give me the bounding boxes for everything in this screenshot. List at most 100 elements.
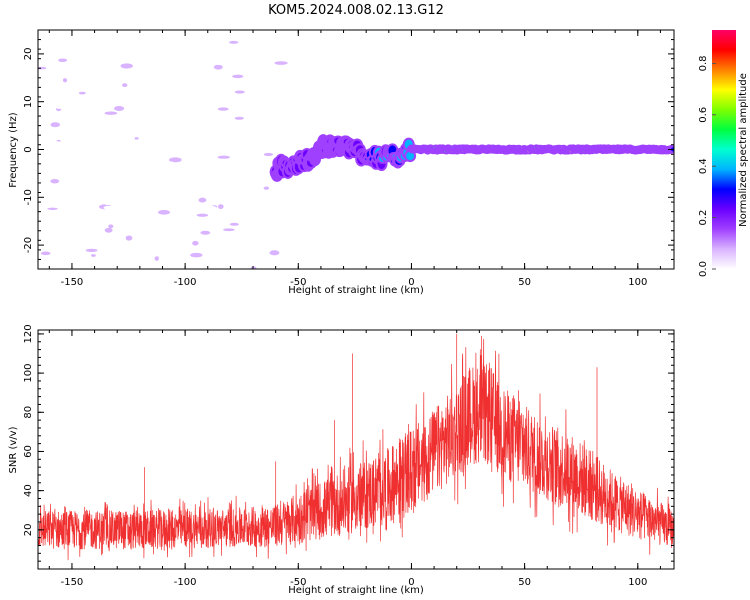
noise-blob — [537, 192, 548, 196]
noise-blob — [108, 224, 114, 229]
noise-blob — [108, 193, 114, 198]
noise-blob — [200, 148, 211, 151]
noise-blob — [268, 193, 277, 200]
noise-blob — [119, 121, 127, 125]
noise-blob — [78, 229, 91, 233]
noise-blob — [84, 256, 90, 261]
colorbar-strip — [712, 30, 736, 269]
noise-blob — [205, 192, 214, 197]
noise-blob — [190, 252, 203, 258]
noise-blob — [59, 84, 74, 90]
noise-blob — [140, 52, 154, 57]
noise-blob — [164, 79, 178, 83]
noise-blob — [652, 37, 658, 41]
noise-blob — [109, 237, 121, 242]
noise-blob — [132, 246, 140, 251]
noise-blob — [217, 107, 229, 111]
noise-blob — [217, 57, 224, 63]
noise-blob — [40, 122, 46, 125]
noise-blob — [256, 248, 261, 253]
noise-blob — [217, 155, 230, 159]
noise-blob — [237, 97, 250, 103]
noise-blob — [39, 177, 45, 181]
noise-blob — [264, 199, 278, 205]
noise-blob — [264, 229, 276, 235]
noise-blob — [234, 90, 245, 94]
noise-blob — [88, 31, 96, 37]
y-tick-label: 20 — [23, 48, 34, 61]
noise-blob — [168, 41, 175, 45]
noise-blob — [252, 99, 263, 104]
x-tick-label: -150 — [61, 577, 84, 588]
noise-blob — [112, 55, 118, 60]
noise-blob — [242, 118, 249, 121]
noise-blob — [491, 31, 502, 37]
noise-blob — [269, 250, 280, 256]
snr-xlabel: Height of straight line (km) — [288, 585, 424, 596]
noise-blob — [38, 49, 44, 53]
noise-blob — [376, 56, 385, 60]
noise-blob — [317, 77, 323, 82]
noise-blob — [38, 242, 47, 247]
noise-blob — [114, 106, 125, 112]
noise-blob — [212, 253, 217, 257]
noise-blob — [104, 227, 113, 233]
noise-blob — [147, 62, 158, 67]
noise-blob — [256, 215, 271, 219]
noise-blob — [151, 251, 165, 257]
noise-blob — [457, 219, 464, 222]
noise-blob — [269, 256, 279, 261]
noise-blob — [198, 197, 207, 203]
noise-blob — [277, 215, 282, 218]
noise-blob — [188, 70, 201, 73]
noise-blob — [62, 78, 68, 83]
y-tick-label: 120 — [23, 324, 34, 343]
noise-blob — [110, 213, 123, 217]
noise-blob — [163, 127, 175, 131]
noise-blob — [434, 105, 446, 109]
y-tick-label: 80 — [23, 406, 34, 419]
noise-blob — [238, 103, 246, 107]
x-tick-label: 100 — [628, 577, 647, 588]
y-tick-label: 20 — [23, 523, 34, 536]
noise-blob — [294, 65, 307, 71]
noise-blob — [117, 77, 129, 82]
snr-frame — [37, 329, 675, 570]
noise-blob — [194, 126, 204, 130]
x-tick-label: -50 — [290, 577, 306, 588]
noise-blob — [555, 224, 564, 228]
noise-blob — [325, 41, 330, 45]
noise-blob — [38, 192, 51, 198]
noise-blob — [127, 163, 133, 168]
snr-panel: -150 -100 -50 0 50 100 20 40 60 80 100 120 Height o… — [8, 324, 675, 596]
noise-blob — [120, 63, 133, 69]
noise-blob — [298, 91, 303, 97]
noise-blob — [560, 97, 572, 101]
noise-blob — [139, 172, 145, 176]
y-tick-label: 40 — [23, 484, 34, 497]
noise-blob — [97, 201, 104, 205]
noise-blob — [224, 53, 231, 57]
noise-blob — [236, 238, 246, 244]
noise-blob — [304, 52, 317, 57]
ridge-cell — [406, 151, 415, 161]
noise-blob — [118, 219, 131, 224]
noise-blob — [49, 141, 64, 147]
noise-blob — [218, 100, 224, 105]
snr-series-line — [38, 333, 674, 561]
noise-blob — [82, 153, 89, 157]
noise-blob — [58, 58, 68, 63]
noise-blob — [228, 40, 239, 44]
noise-blob — [158, 209, 170, 215]
x-tick-label: 100 — [628, 277, 647, 288]
x-tick-label: 50 — [518, 277, 531, 288]
noise-blob — [192, 240, 199, 246]
noise-blob — [142, 101, 156, 106]
noise-blob — [103, 205, 114, 210]
colorbar-label: Normalized spectral amplitude — [738, 73, 749, 227]
noise-blob — [222, 78, 235, 83]
noise-blob — [183, 75, 192, 78]
noise-blob — [213, 64, 223, 70]
noise-blob — [491, 109, 497, 113]
